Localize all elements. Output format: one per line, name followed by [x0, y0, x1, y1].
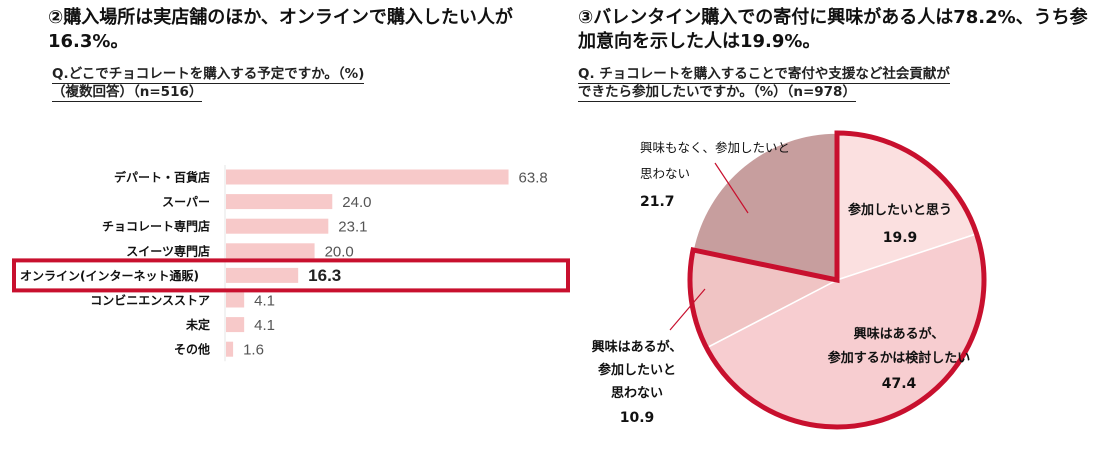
pie-label-0-line-0: 参加したいと思う	[848, 202, 952, 218]
pie-label-2-line-0: 興味はあるが、	[592, 339, 683, 355]
pie-label-1-line-0: 興味はあるが、	[854, 326, 945, 342]
pie-label-group-0: 参加したいと思う 19.9	[848, 202, 952, 246]
bar-category-label-0: デパート・百貨店	[114, 170, 210, 185]
bar-category-label-4: オンライン(インターネット通販)	[20, 268, 199, 283]
bar-chart: デパート・百貨店 63.8 スーパー 24.0 チョコレート専門店 23.1 スイーツ専門店…	[12, 165, 570, 362]
bar-category-label-5: コンビニエンスストア	[90, 293, 210, 308]
bar-1	[226, 194, 333, 210]
pie-label-3-line-1: 思わない	[640, 166, 690, 181]
bar-2	[226, 218, 329, 234]
left-question: Q.どこでチョコレートを購入する予定ですか。（%) （複数回答）（n=516）	[52, 66, 532, 102]
bar-value-label-4: 16.3	[308, 266, 341, 285]
bar-category-label-3: スイーツ専門店	[126, 243, 210, 258]
pie-value-3: 21.7	[640, 194, 675, 210]
bar-value-label-2: 23.1	[338, 219, 367, 236]
pie-label-2-line-2: 思わない	[611, 386, 663, 401]
bar-value-label-5: 4.1	[254, 293, 275, 310]
bar-6	[226, 317, 245, 333]
bar-4	[226, 267, 299, 283]
pie-label-1-line-1: 参加するかは検討したい	[828, 350, 970, 366]
left-question-line2: （複数回答）（n=516）	[52, 84, 203, 102]
bar-5	[226, 292, 245, 308]
pie-slice-3	[692, 132, 838, 281]
bar-value-label-7: 1.6	[243, 342, 264, 359]
left-headline: ②購入場所は実店舗のほか、オンラインで購入したい人が16.3%。	[48, 7, 513, 52]
pie-label-3-line-0: 興味もなく、参加したいと	[640, 140, 790, 155]
bar-category-label-2: チョコレート専門店	[102, 219, 210, 234]
right-panel: ③バレンタイン購入での寄付に興味がある人は78.2%、うち参加意向を示した人は1…	[570, 0, 1093, 449]
right-question-line2: できたら参加したいですか。（%）（n=978）	[578, 84, 856, 102]
bar-0	[226, 169, 509, 185]
pie-leader-line-3	[714, 162, 749, 214]
bar-3	[226, 243, 315, 259]
pie-chart: 参加したいと思う19.9興味はあるが、参加するかは検討したい47.4興味はあるが…	[592, 130, 987, 430]
bar-7	[226, 341, 234, 357]
bar-value-label-1: 24.0	[342, 194, 371, 211]
left-question-line1: Q.どこでチョコレートを購入する予定ですか。（%)	[52, 66, 365, 84]
bar-value-label-6: 4.1	[254, 317, 275, 334]
right-headline: ③バレンタイン購入での寄付に興味がある人は78.2%、うち参加意向を示した人は1…	[578, 7, 1088, 52]
pie-value-2: 10.9	[620, 410, 655, 426]
bar-category-label-1: スーパー	[162, 195, 210, 209]
highlight-box	[12, 258, 570, 293]
pie-interest-outline	[687, 130, 987, 430]
bar-category-label-7: その他	[174, 342, 210, 357]
pie-value-1: 47.4	[882, 376, 917, 392]
pie-label-group-1: 興味はあるが、参加するかは検討したい 47.4	[828, 326, 970, 392]
pie-label-2-line-1: 参加したいと	[598, 362, 676, 378]
bar-value-label-3: 20.0	[325, 243, 354, 260]
right-question: Q. チョコレートを購入することで寄付や支援など社会貢献が できたら参加したいで…	[578, 66, 1088, 102]
pie-value-0: 19.9	[883, 230, 918, 246]
pie-leader-line-2	[669, 288, 706, 331]
bar-category-label-6: 未定	[185, 317, 210, 332]
bar-value-label-0: 63.8	[519, 170, 548, 187]
left-panel: ②購入場所は実店舗のほか、オンラインで購入したい人が16.3%。 Q.どこでチョ…	[12, 7, 570, 362]
